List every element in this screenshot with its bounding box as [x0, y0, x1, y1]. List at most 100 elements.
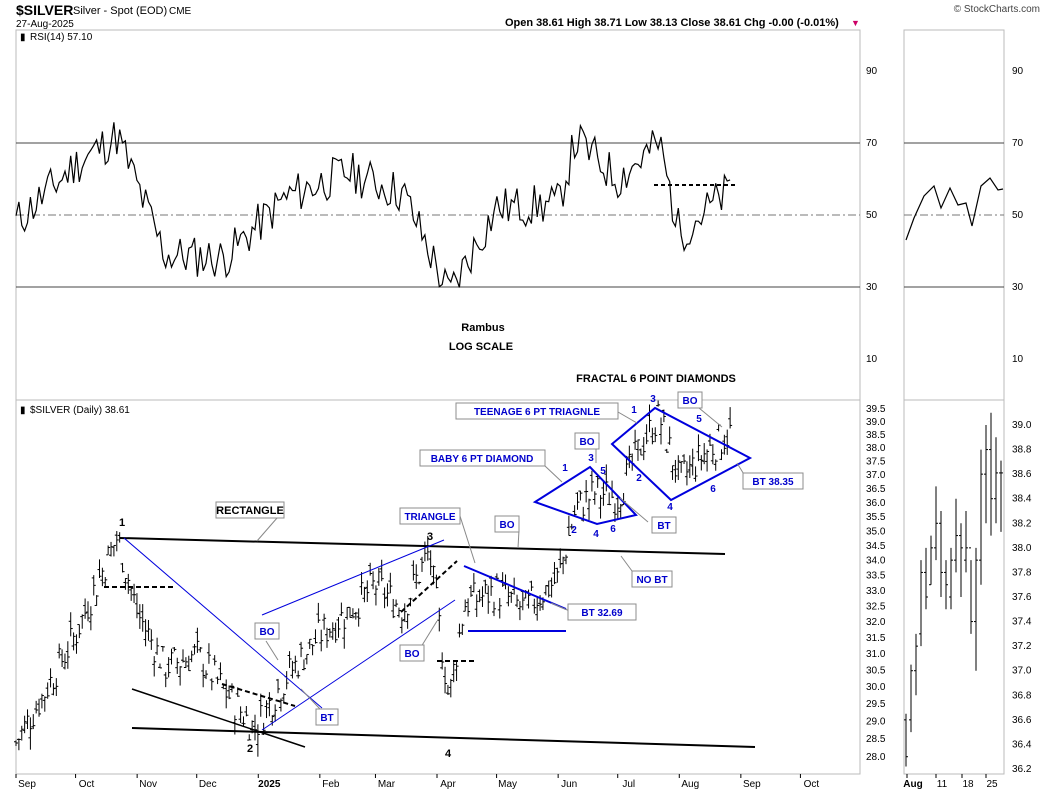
bt-3835-callout	[742, 472, 804, 490]
instrument-name: Silver - Spot (EOD)	[73, 5, 167, 17]
zoom-price-tick: 37.6	[1012, 592, 1032, 603]
teenage-triangle-label: TEENAGE 6 PT TRIAGNLE	[474, 407, 600, 418]
price-tick: 29.5	[866, 699, 886, 710]
rsi-legend: RSI(14) 57.10	[30, 32, 93, 43]
x-tick-label: Feb	[322, 779, 340, 790]
baby-diamond-label: BABY 6 PT DIAMOND	[431, 454, 534, 465]
bo-callout	[399, 644, 425, 662]
price-x-axis: Sep Oct Nov Dec 2025 Feb Mar Apr May Jun Jul Aug Sep…	[15, 774, 819, 790]
point-label: 6	[610, 524, 616, 535]
x-tick-label: Jun	[561, 779, 577, 790]
zoom-x-axis: Aug 11 18 25	[903, 774, 998, 790]
bt-3269-callout	[567, 603, 637, 621]
zoom-price-panel	[903, 399, 1005, 775]
zoom-price-tick: 38.8	[1012, 445, 1032, 456]
bo-label: BO	[500, 520, 515, 531]
price-panel	[15, 399, 861, 775]
rectangle-bottom-line	[131, 727, 756, 748]
rectangle-callout	[215, 501, 285, 519]
bo-label: BO	[260, 627, 275, 638]
teenage-diamond	[610, 406, 753, 502]
callout-pointer	[459, 515, 476, 564]
price-y-axis: 39.5 39.0 38.5 38.0 37.5 37.0 36.5 36.0 35.5 35.0…	[866, 404, 886, 763]
zoom-x-tick-label: 18	[962, 779, 974, 790]
support-dash	[221, 683, 296, 707]
price-tick: 39.5	[866, 404, 886, 415]
baby-diamond	[532, 465, 638, 526]
callout-pointer	[698, 407, 723, 428]
x-tick-label: Apr	[440, 779, 456, 790]
x-tick-label: Dec	[199, 779, 217, 790]
x-tick-label: Oct	[79, 779, 95, 790]
symbol: $SILVER	[16, 2, 73, 18]
price-tick: 29.0	[866, 717, 886, 728]
point-label: 1	[631, 405, 637, 416]
price-tick: 35.5	[866, 512, 886, 523]
rsi-series	[15, 122, 731, 288]
point-label: 1	[562, 463, 568, 474]
zoom-price-tick: 38.4	[1012, 494, 1032, 505]
zoom-price-bars	[904, 412, 1003, 767]
zoom-rsi-tick: 50	[1012, 210, 1024, 221]
no-bt-callout	[631, 570, 673, 588]
zoom-x-tick-label: 11	[937, 779, 948, 790]
price-marker-icon: ▮	[20, 405, 26, 416]
zoom-price-tick: 39.0	[1012, 420, 1032, 431]
zoom-price-tick: 37.4	[1012, 617, 1032, 628]
bo-callout	[254, 622, 280, 640]
bt-callout	[315, 708, 339, 726]
price-tick: 28.0	[866, 752, 886, 763]
zoom-price-tick: 36.2	[1012, 764, 1032, 775]
triangle-upper-line	[261, 539, 445, 616]
callout-pointer	[265, 640, 279, 661]
rsi-tick: 10	[866, 354, 878, 365]
price-tick: 34.5	[866, 541, 886, 552]
callout-pointer	[620, 555, 633, 572]
price-tick: 35.0	[866, 526, 886, 537]
x-tick-label: Nov	[139, 779, 157, 790]
flag-upper-line	[463, 565, 567, 610]
zoom-price-tick: 37.0	[1012, 666, 1032, 677]
chg-down-icon: ▼	[851, 18, 860, 28]
bt-3269-label: BT 32.69	[581, 608, 623, 619]
callout-pointer	[517, 529, 520, 549]
bt-3835-label: BT 38.35	[752, 477, 794, 488]
zoom-price-tick: 38.0	[1012, 543, 1032, 554]
bt-callout	[651, 516, 677, 534]
zoom-price-tick: 36.8	[1012, 690, 1032, 701]
rsi-line	[15, 122, 731, 288]
zoom-x-tick-label: 25	[986, 779, 998, 790]
x-tick-label: May	[498, 779, 517, 790]
no-bt-label: NO BT	[636, 575, 667, 586]
bo-label: BO	[580, 437, 595, 448]
callout-pointer	[544, 465, 563, 483]
author-label: Rambus	[461, 322, 504, 334]
support-dash	[400, 560, 458, 613]
rectangle-label: RECTANGLE	[216, 505, 284, 517]
bo-callout	[677, 391, 703, 409]
point-label: 6	[710, 484, 716, 495]
point-label: 2	[247, 743, 253, 755]
price-tick: 28.5	[866, 734, 886, 745]
triangle-lower-line	[261, 599, 456, 731]
price-tick: 30.5	[866, 666, 886, 677]
price-tick: 38.5	[866, 430, 886, 441]
zoom-price-tick: 37.2	[1012, 641, 1032, 652]
price-tick: 37.0	[866, 470, 886, 481]
price-tick: 32.0	[866, 617, 886, 628]
point-label: 3	[427, 531, 433, 543]
point-label: 4	[445, 748, 452, 760]
point-label: 2	[571, 525, 577, 536]
zoom-rsi-line	[905, 177, 1004, 241]
point-label: 3	[588, 453, 594, 464]
price-tick: 31.0	[866, 649, 886, 660]
x-tick-label: 2025	[258, 779, 281, 790]
exchange: CME	[169, 6, 192, 17]
bo-label: BO	[683, 396, 698, 407]
x-tick-label: Sep	[18, 779, 36, 790]
zoom-rsi-tick: 90	[1012, 66, 1024, 77]
triangle-label: TRIANGLE	[404, 512, 455, 523]
zoom-y-axis: 39.0 38.8 38.6 38.4 38.2 38.0 37.8 37.6 37.4 37.2…	[1012, 420, 1032, 775]
zoom-price-tick: 38.6	[1012, 469, 1032, 480]
channel-low-line	[131, 688, 306, 748]
